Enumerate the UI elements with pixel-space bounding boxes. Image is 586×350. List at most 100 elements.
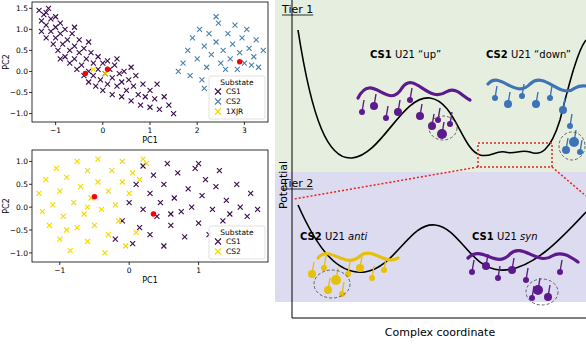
backbone-ribbon bbox=[468, 251, 578, 262]
state-conformation: syn bbox=[520, 231, 537, 242]
point bbox=[72, 25, 77, 30]
point bbox=[188, 73, 193, 78]
plot-frame bbox=[32, 2, 268, 122]
point bbox=[175, 170, 180, 175]
nucleotide-atom bbox=[544, 293, 552, 301]
legend-label: CS1 bbox=[226, 87, 241, 96]
point bbox=[64, 175, 69, 180]
state-residue: U21 bbox=[395, 49, 415, 60]
x-tick bbox=[198, 262, 199, 265]
nucleotide-atom bbox=[324, 286, 332, 294]
point bbox=[148, 191, 153, 196]
point bbox=[67, 48, 72, 53]
point bbox=[189, 205, 194, 210]
point bbox=[65, 37, 70, 42]
point bbox=[110, 75, 115, 80]
point bbox=[144, 161, 149, 166]
x-axis-label: PC1 bbox=[142, 136, 158, 145]
point bbox=[134, 230, 139, 235]
nucleotide-atom bbox=[569, 137, 579, 147]
point bbox=[85, 168, 90, 173]
nucleotide-atom bbox=[407, 97, 413, 103]
point bbox=[131, 84, 136, 89]
point bbox=[122, 69, 127, 74]
point bbox=[220, 218, 225, 223]
tier-label: Tier 1 bbox=[281, 3, 313, 16]
nucleotide-atom bbox=[504, 100, 512, 108]
tier-label-underline bbox=[282, 15, 313, 16]
point bbox=[176, 69, 181, 74]
legend: SubstateCS1CS21XJR bbox=[209, 76, 265, 119]
nucleotide-atom bbox=[383, 115, 389, 121]
point bbox=[36, 191, 41, 196]
state-label: CS2 U21 “down” bbox=[486, 49, 571, 60]
point bbox=[105, 67, 111, 73]
state-residue: U21 bbox=[511, 49, 531, 60]
point bbox=[113, 202, 118, 207]
residue-highlight bbox=[314, 270, 350, 298]
tier-2-background bbox=[275, 172, 586, 302]
legend-box bbox=[209, 226, 265, 259]
point bbox=[86, 40, 91, 45]
series-points bbox=[92, 194, 156, 217]
point bbox=[48, 16, 53, 21]
y-tick bbox=[29, 207, 32, 208]
legend-marker bbox=[215, 249, 221, 255]
point bbox=[123, 244, 128, 249]
point bbox=[161, 182, 166, 187]
point bbox=[91, 67, 96, 72]
x-tick bbox=[102, 122, 103, 125]
zoom-line bbox=[294, 167, 478, 199]
point bbox=[238, 205, 243, 210]
plot-background bbox=[32, 150, 268, 262]
y-tick-label: 0.5 bbox=[16, 180, 28, 189]
point bbox=[109, 168, 114, 173]
molecule bbox=[358, 83, 470, 140]
point bbox=[64, 228, 69, 233]
nucleotide-atom bbox=[559, 106, 567, 114]
point bbox=[155, 82, 160, 87]
residue-highlight bbox=[526, 279, 558, 305]
nucleotide-atom bbox=[381, 267, 387, 273]
y-tick bbox=[29, 113, 32, 114]
y-axis-label: PC2 bbox=[2, 54, 11, 70]
nucleotide-atom bbox=[416, 112, 424, 120]
point bbox=[227, 212, 232, 217]
legend-marker bbox=[215, 89, 221, 95]
point bbox=[106, 189, 111, 194]
point bbox=[54, 166, 59, 171]
point bbox=[84, 56, 89, 61]
point bbox=[116, 218, 121, 223]
backbone-ribbon bbox=[318, 253, 398, 260]
plot-background bbox=[32, 2, 268, 122]
point bbox=[193, 166, 198, 171]
point bbox=[60, 42, 65, 47]
point bbox=[119, 80, 124, 85]
x-tick bbox=[244, 122, 245, 125]
legend-title: Substate bbox=[220, 78, 254, 87]
point bbox=[58, 21, 63, 26]
series-points bbox=[36, 157, 149, 256]
point bbox=[39, 29, 44, 34]
x-tick-label: 3 bbox=[242, 126, 247, 135]
point bbox=[158, 200, 163, 205]
nucleotide-atom bbox=[557, 269, 563, 275]
residue-highlight bbox=[559, 132, 585, 160]
y-tick-label: −0.5 bbox=[10, 226, 28, 235]
point bbox=[63, 54, 68, 59]
point bbox=[96, 67, 101, 72]
point bbox=[157, 107, 162, 112]
nucleotide-atom bbox=[547, 95, 553, 101]
point bbox=[171, 111, 176, 116]
nucleotide-atom bbox=[523, 277, 529, 283]
point bbox=[95, 180, 100, 185]
y-tick-label: −0.5 bbox=[10, 88, 28, 97]
nucleotide-atom bbox=[533, 285, 543, 295]
nucleotide-atom bbox=[356, 264, 364, 272]
point bbox=[203, 177, 208, 182]
x-tick-label: 2 bbox=[195, 126, 200, 135]
x-axis-label: Complex coordinate bbox=[385, 326, 496, 339]
point bbox=[223, 67, 228, 72]
point bbox=[74, 67, 79, 72]
point bbox=[82, 212, 87, 217]
